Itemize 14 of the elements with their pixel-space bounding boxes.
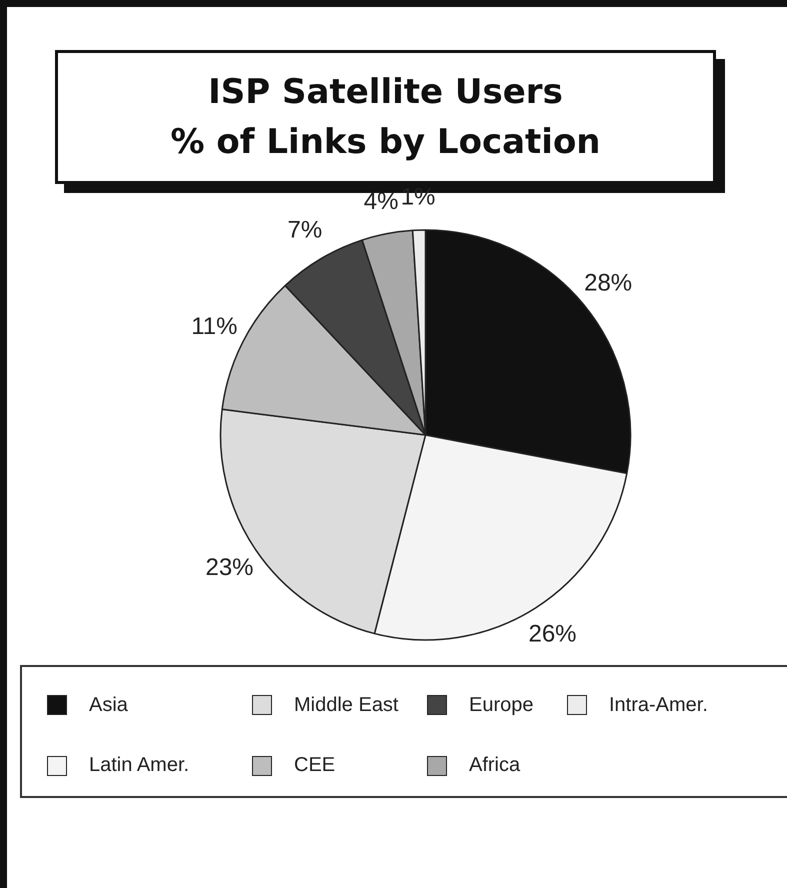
data-label: 11% <box>191 313 238 340</box>
legend-label: Asia <box>89 694 128 717</box>
data-label: 28% <box>584 270 632 297</box>
data-label: 7% <box>288 216 322 244</box>
data-label: 4% <box>364 188 398 215</box>
legend-label: Latin Amer. <box>89 754 190 778</box>
legend-label: Europe <box>469 694 534 717</box>
legend-label: Africa <box>469 754 520 778</box>
legend-label: Middle East <box>294 694 398 717</box>
legend-label: CEE <box>294 754 336 778</box>
chart-title: ISP Satellite Users % of Links by Location <box>55 50 716 184</box>
data-label: 23% <box>205 554 254 581</box>
legend-label: Intra-Amer. <box>609 694 708 717</box>
data-label: 26% <box>528 620 577 648</box>
